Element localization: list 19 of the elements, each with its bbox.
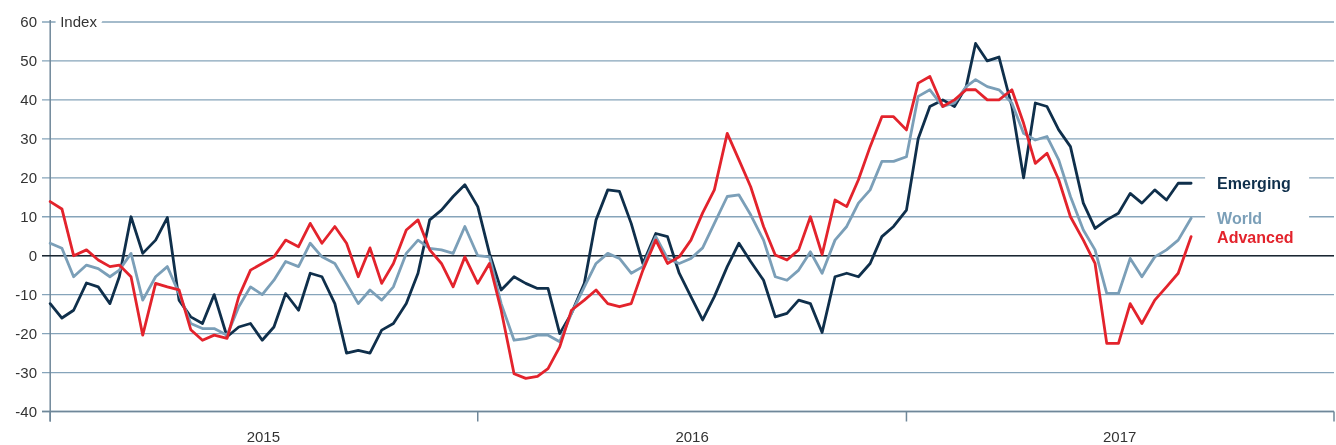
- x-tick-label: 2016: [675, 427, 709, 445]
- series-label: Emerging: [1217, 174, 1291, 192]
- y-tick-label: 40: [20, 91, 37, 109]
- y-tick-label: 20: [20, 169, 37, 187]
- line-series: [48, 42, 1193, 355]
- y-tick-label: 30: [20, 130, 37, 148]
- x-tick-label: 2017: [1102, 427, 1137, 445]
- y-tick-label: -40: [15, 402, 37, 420]
- y-tick-label: -20: [15, 324, 37, 342]
- x-tick-label: 2015: [246, 427, 281, 445]
- y-tick-label: 60: [20, 13, 37, 31]
- y-axis-title: Index: [60, 13, 98, 31]
- y-tick-label: -30: [15, 363, 37, 381]
- y-tick-label: 50: [20, 52, 37, 70]
- y-tick-label: 0: [28, 246, 37, 264]
- y-tick-label: -10: [15, 285, 37, 303]
- series-label: World: [1217, 209, 1263, 227]
- series-label: Advanced: [1217, 228, 1294, 246]
- y-tick-label: 10: [20, 208, 37, 225]
